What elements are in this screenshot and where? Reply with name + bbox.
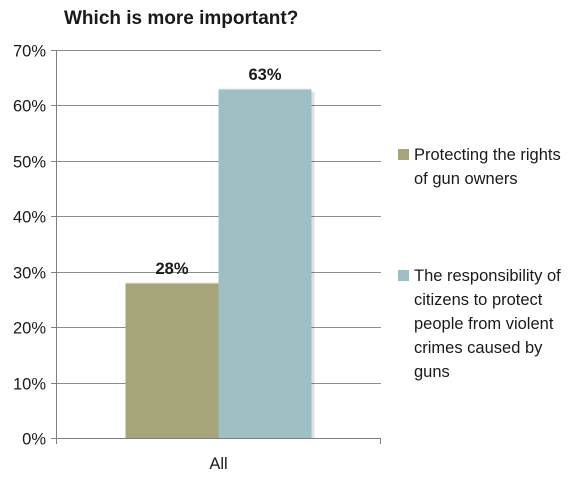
y-tick-label: 60%: [13, 98, 46, 116]
y-tick-label: 10%: [13, 376, 46, 394]
y-tick-label: 30%: [13, 265, 46, 283]
bar-citizen-responsibility: [218, 88, 312, 439]
y-tick-label: 40%: [13, 209, 46, 227]
y-tick-label: 20%: [13, 320, 46, 338]
legend: Protecting the rights of gun owners The …: [398, 143, 576, 384]
legend-item-gun-owners-rights: Protecting the rights of gun owners: [398, 143, 576, 191]
y-tick-label: 50%: [13, 154, 46, 172]
legend-label-citizen-responsibility: The responsibility of citizens to protec…: [414, 267, 561, 381]
y-tick-label: 0%: [22, 431, 46, 449]
y-tick-label: 70%: [13, 43, 46, 61]
data-label-gun-owners-rights: 28%: [155, 260, 188, 278]
x-tick-label: All: [209, 455, 227, 473]
legend-swatch-citizen-responsibility: [398, 270, 409, 281]
chart-title: Which is more important?: [64, 8, 299, 29]
legend-label-gun-owners-rights: Protecting the rights of gun owners: [414, 146, 561, 188]
legend-swatch-gun-owners-rights: [398, 149, 409, 160]
bar-gun-owners-rights: [125, 282, 219, 438]
legend-item-citizen-responsibility: The responsibility of citizens to protec…: [398, 264, 576, 384]
data-label-citizen-responsibility: 63%: [248, 66, 281, 84]
